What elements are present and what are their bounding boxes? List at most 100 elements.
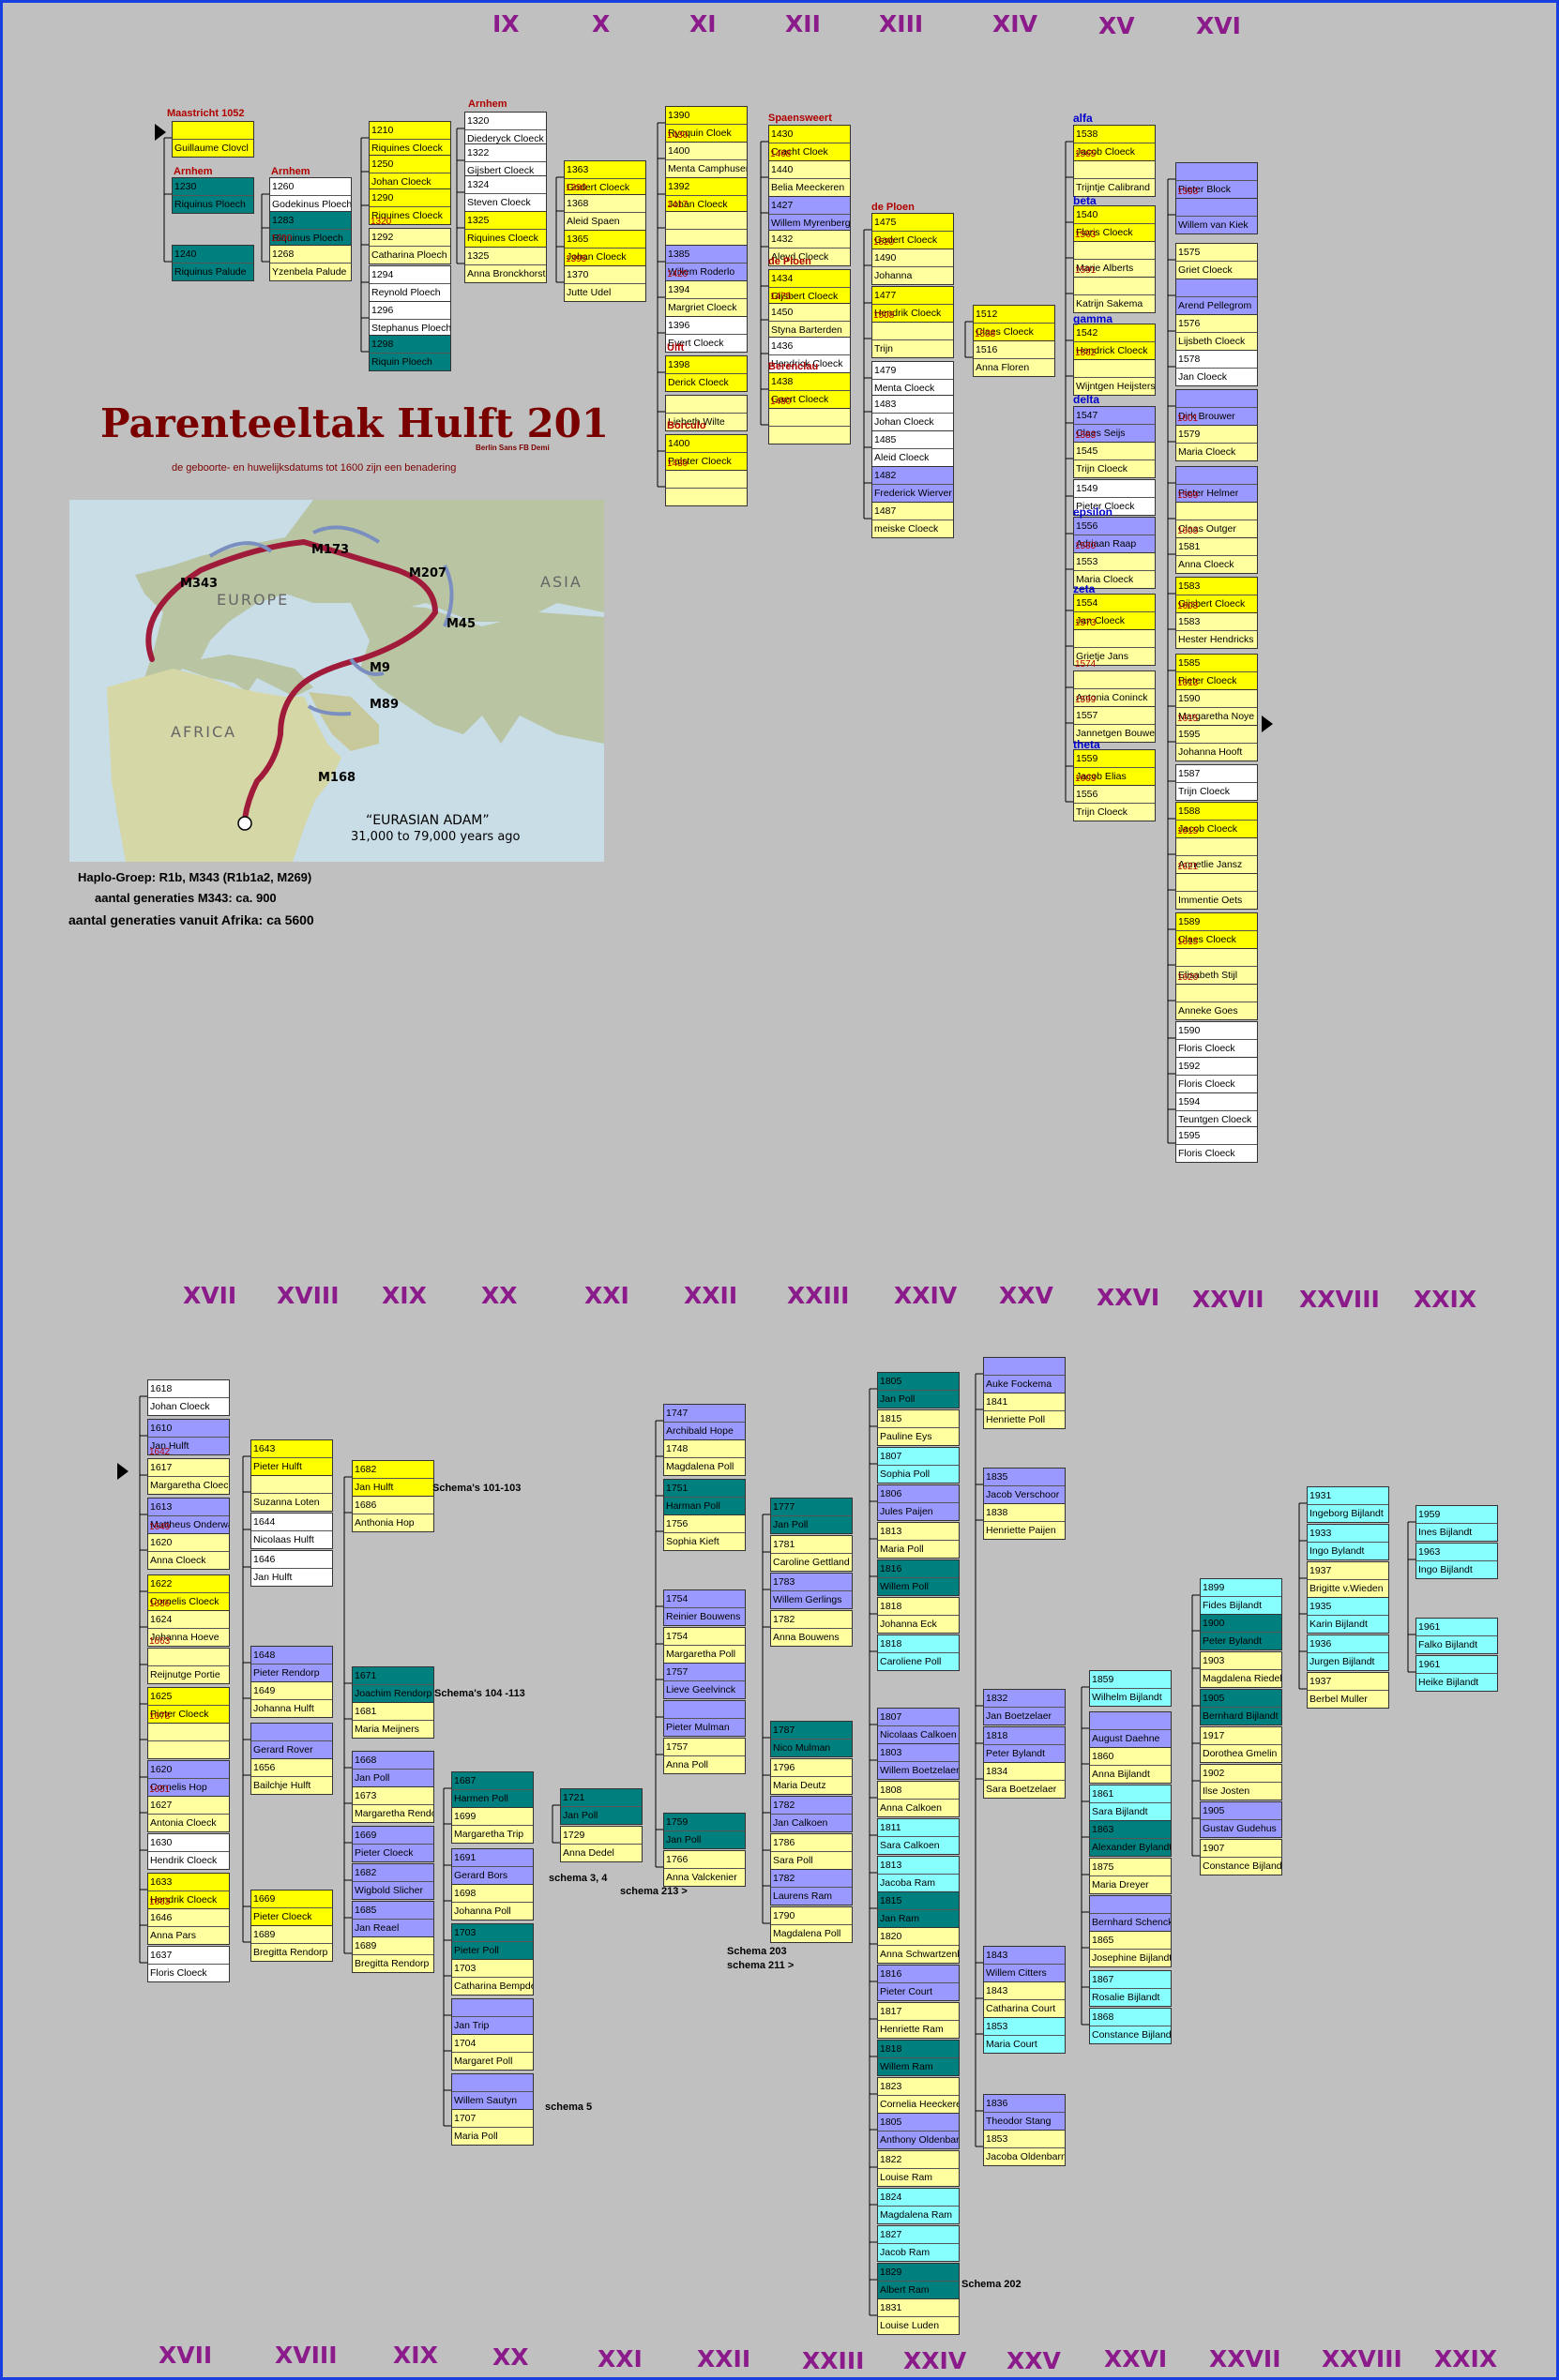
person-name: Aleid Spaen	[567, 216, 620, 227]
person-year	[666, 471, 747, 489]
person-year	[1090, 1712, 1171, 1730]
person-name: Anna Cloeck	[1178, 559, 1234, 570]
person-box: 1691 Gerard Bors	[451, 1848, 534, 1885]
person-name: Willem Roderlo	[668, 266, 735, 278]
person-name: Pieter Cloeck	[253, 1911, 312, 1922]
person-name: Josephine Bijlandt	[1092, 1952, 1171, 1964]
continent-label: ASIA	[540, 573, 583, 591]
person-year: 1853	[984, 2018, 1065, 2036]
person-box: Suzanna Loten	[250, 1475, 333, 1512]
tree-connector-lines	[139, 122, 1415, 2316]
person-box: 1325 Riquines Cloeck	[464, 211, 547, 248]
person-year	[1176, 503, 1257, 520]
person-name: Anna Floren	[976, 362, 1030, 373]
person-year: 1815	[878, 1410, 959, 1428]
person-year: 1250	[370, 156, 450, 173]
person-box: 1808 Anna Calkoen	[877, 1781, 960, 1817]
person-year: 1475	[872, 214, 953, 232]
person-box: 1917 Dorothea Gmelin	[1200, 1726, 1282, 1763]
person-box	[665, 211, 748, 248]
person-name: Claes Seijs	[1076, 428, 1126, 439]
person-name: Frederick Wierver	[874, 488, 952, 499]
generation-label: XXVIII	[1299, 1286, 1380, 1313]
person-name: Sophia Kieft	[666, 1536, 719, 1547]
person-name: Brigitte v.Wieden	[1309, 1583, 1384, 1594]
marker-label: M9	[370, 661, 390, 675]
marriage-year: 1475	[770, 292, 792, 302]
person-year: 1671	[353, 1667, 433, 1685]
person-name: Pieter Cloeck	[1076, 501, 1135, 512]
marriage-year: 1663	[149, 1897, 171, 1907]
person-year: 1796	[771, 1759, 852, 1777]
person-name: Theodor Stang	[986, 2116, 1052, 2127]
generation-label: XIX	[382, 1282, 427, 1309]
person-year: 1707	[452, 2110, 533, 2128]
person-box: 1935 Karin Bijlandt	[1307, 1597, 1389, 1634]
person-name: Godert Cloeck	[567, 182, 630, 193]
person-year: 1777	[771, 1499, 852, 1516]
person-name: Johanna Poll	[454, 1906, 511, 1917]
person-year: 1963	[1416, 1544, 1497, 1561]
person-name: Mattheus Onderwater	[150, 1519, 229, 1530]
person-year: 1613	[148, 1499, 229, 1516]
person-year: 1682	[353, 1461, 433, 1479]
generation-label: XVIII	[277, 1282, 340, 1309]
person-name: Magdalena Poll	[666, 1461, 734, 1472]
branch-label: theta	[1073, 738, 1100, 751]
person-name: Jan Hulft	[253, 1572, 293, 1583]
person-year: 1818	[878, 2041, 959, 2058]
person-name: Arend Pellegrom	[1178, 300, 1252, 311]
person-year: 1902	[1201, 1765, 1281, 1783]
person-year: 1687	[452, 1772, 533, 1790]
person-name: Guillaume Clovcl	[174, 143, 249, 154]
generation-label: XXIII	[787, 1282, 850, 1309]
person-box: 1681 Maria Meijners	[352, 1702, 434, 1739]
person-year: 1398	[666, 356, 747, 374]
generation-count-text: aantal generaties M343: ca. 900	[95, 891, 277, 905]
person-box: 1782 Anna Bouwens	[770, 1610, 853, 1647]
person-year: 1260	[270, 178, 351, 196]
person-box: 1594 Teuntgen Cloeck	[1175, 1092, 1258, 1129]
person-box: 1843 Willem Citters	[983, 1946, 1066, 1982]
person-year: 1899	[1201, 1579, 1281, 1597]
generation-label: XXIII	[802, 2347, 865, 2374]
person-year: 1624	[148, 1611, 229, 1629]
person-name: Stephanus Ploech	[371, 323, 450, 334]
person-box: 1682 Wigbold Slicher	[352, 1863, 434, 1900]
person-name: Magdalena Riedel	[1203, 1673, 1281, 1684]
marriage-year: 1591	[1075, 265, 1097, 276]
person-name: Willem Poll	[880, 1581, 929, 1592]
person-year: 1490	[872, 249, 953, 267]
person-name: Rycquin Cloek	[668, 128, 732, 139]
person-year: 1575	[1176, 244, 1257, 262]
person-year: 1827	[878, 2226, 959, 2244]
schema-reference-label: Schema's 101-103	[432, 1483, 522, 1494]
person-box: Gerard Rover	[250, 1723, 333, 1759]
person-name: Trijn Cloeck	[1076, 806, 1128, 818]
person-year: 1935	[1308, 1598, 1388, 1616]
person-name: Riquines Cloeck	[371, 210, 443, 221]
person-box: 1294 Reynold Ploech	[369, 265, 451, 302]
person-year: 1283	[270, 212, 351, 230]
person-box: 1807 Nicolaas Calkoen	[877, 1708, 960, 1744]
generation-label: XXII	[697, 2345, 751, 2372]
person-name: Gerard Bors	[454, 1870, 508, 1881]
person-box: 1322 Gijsbert Cloeck	[464, 143, 547, 180]
person-box: 1210 Riquines Cloeck	[369, 121, 451, 158]
person-name: Jan Cloeck	[1178, 371, 1227, 383]
person-box: 1959 Ines Bijlandt	[1415, 1505, 1498, 1542]
person-name: Sara Calkoen	[880, 1840, 940, 1851]
person-year: 1630	[148, 1834, 229, 1852]
person-box: 1575 Griet Cloeck	[1175, 243, 1258, 279]
person-year	[1090, 1896, 1171, 1914]
person-box: 1554 Jan Cloeck	[1073, 594, 1156, 630]
person-box: 1963 Ingo Bijlandt	[1415, 1543, 1498, 1579]
person-name: Bregitta Rendorp	[355, 1958, 430, 1969]
person-name: Trijntje Calibrand	[1076, 182, 1150, 193]
branch-label: epsilon	[1073, 505, 1113, 519]
person-name: Anna Schwartzenberg	[880, 1949, 959, 1960]
person-year: 1268	[270, 246, 351, 264]
person-year: 1617	[148, 1459, 229, 1477]
generation-label: XVII	[183, 1282, 237, 1309]
person-box: 1777 Jan Poll	[770, 1498, 853, 1534]
